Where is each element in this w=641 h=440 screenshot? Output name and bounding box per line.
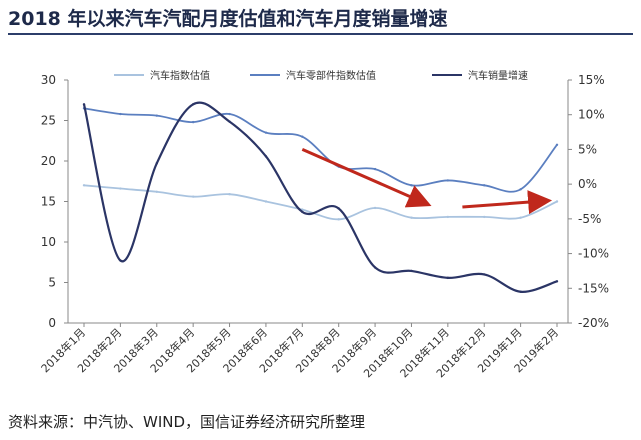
right-tick-label: 5%	[578, 142, 597, 156]
data-point-series-3	[519, 290, 522, 293]
title-rule	[8, 33, 633, 35]
trend-arrow-2	[462, 190, 553, 215]
data-point-series-2	[373, 167, 377, 171]
data-point-series-1	[82, 184, 86, 187]
data-point-series-2	[446, 179, 450, 182]
source-note: 资料来源：中汽协、WIND，国信证券经济研究所整理	[8, 413, 366, 431]
data-point-series-1	[483, 215, 486, 219]
data-point-series-1	[410, 216, 413, 219]
chart-title: 2018 年以来汽车汽配月度估值和汽车月度销量增速	[8, 8, 448, 30]
data-point-series-2	[264, 131, 268, 134]
data-point-series-3	[191, 103, 195, 106]
data-point-series-3	[264, 155, 268, 158]
data-point-series-3	[155, 162, 158, 165]
right-tick-label: -20%	[578, 316, 609, 330]
left-tick-label: 5	[48, 276, 56, 290]
left-tick-label: 10	[41, 235, 56, 249]
data-point-series-3	[119, 259, 122, 262]
data-point-series-3	[301, 210, 304, 214]
trend-arrows-group	[301, 148, 553, 215]
data-point-series-2	[228, 112, 231, 116]
series-group	[82, 101, 559, 293]
data-point-series-2	[301, 135, 304, 138]
data-point-series-1	[155, 190, 158, 193]
chart-canvas: 051015202530-20%-15%-10%-5%0%5%10%15%201…	[38, 69, 609, 380]
data-point-series-2	[519, 188, 522, 191]
left-tick-label: 25	[41, 114, 56, 128]
left-tick-label: 30	[41, 73, 56, 87]
legend-group: 汽车指数估值 汽车零部件指数估值 汽车销量增速	[114, 69, 528, 82]
left-tick-label: 0	[48, 316, 56, 330]
right-tick-label: 0%	[578, 177, 597, 191]
left-tick-label: 20	[41, 154, 56, 168]
data-point-series-3	[337, 207, 340, 210]
data-point-series-1	[555, 200, 559, 203]
legend-label-3: 汽车销量增速	[468, 69, 528, 82]
data-point-series-1	[228, 193, 231, 196]
series-line-1	[83, 184, 558, 221]
data-point-series-3	[483, 273, 486, 276]
data-point-series-1	[264, 200, 268, 203]
data-point-series-1	[446, 215, 450, 219]
data-point-series-3	[82, 103, 86, 106]
legend-label-1: 汽车指数估值	[150, 69, 210, 82]
data-point-series-3	[555, 280, 559, 283]
left-tick-label: 15	[41, 195, 56, 209]
data-point-series-1	[191, 195, 195, 198]
data-point-series-2	[483, 184, 486, 187]
series-line-2	[83, 107, 558, 193]
axes-group: 051015202530-20%-15%-10%-5%0%5%10%15%201…	[38, 73, 609, 380]
data-point-series-3	[446, 276, 450, 280]
series-line-3	[82, 101, 558, 293]
data-point-series-2	[191, 120, 195, 124]
data-point-series-2	[155, 114, 158, 117]
data-point-series-1	[373, 206, 377, 210]
legend-label-2: 汽车零部件指数估值	[286, 69, 376, 82]
data-point-series-1	[519, 216, 522, 219]
right-tick-label: 10%	[578, 108, 605, 122]
data-point-series-3	[373, 266, 377, 269]
right-tick-label: -5%	[578, 212, 601, 226]
data-point-series-2	[555, 143, 559, 146]
data-point-series-3	[410, 269, 413, 273]
data-point-series-1	[119, 187, 122, 190]
data-point-series-2	[410, 184, 413, 187]
right-tick-label: -15%	[578, 281, 609, 295]
right-tick-label: 15%	[578, 73, 605, 87]
data-point-series-1	[337, 218, 340, 221]
data-point-series-2	[119, 112, 122, 116]
right-tick-label: -10%	[578, 247, 609, 261]
trend-arrow-1	[301, 148, 432, 208]
data-point-series-3	[228, 120, 231, 123]
